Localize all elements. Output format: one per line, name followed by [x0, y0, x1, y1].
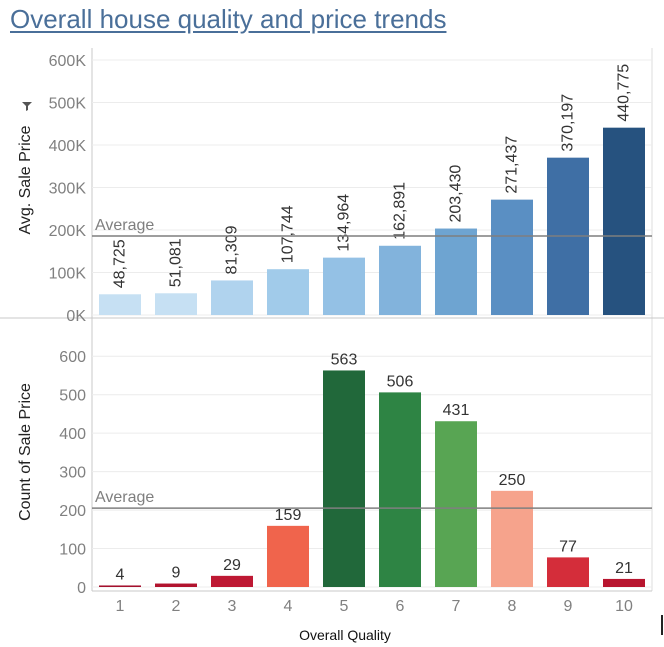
x-tick-label: 1 [116, 598, 125, 615]
bar [435, 228, 477, 315]
data-label: 134,964 [336, 194, 353, 252]
data-label: 77 [559, 538, 577, 555]
chart-title[interactable]: Overall house quality and price trends [10, 4, 447, 34]
bar [379, 392, 421, 587]
data-label: 370,197 [560, 94, 577, 152]
y-tick-label: 200 [59, 503, 86, 520]
y-tick-label: 300 [59, 465, 86, 482]
x-axis-title: Overall Quality [299, 627, 391, 643]
bar [603, 127, 645, 315]
bar [491, 199, 533, 315]
bar [211, 575, 253, 587]
y-tick-label: 500K [49, 96, 87, 113]
y-axis-title: Count of Sale Price [17, 383, 34, 521]
x-tick-label: 6 [396, 598, 405, 615]
data-label: 107,744 [280, 205, 297, 263]
bar [267, 269, 309, 315]
data-label: 159 [275, 507, 302, 524]
bar [267, 525, 309, 587]
y-tick-label: 0K [66, 308, 86, 325]
data-label: 4 [116, 566, 125, 583]
x-tick-label: 10 [615, 598, 633, 615]
data-label: 29 [223, 557, 241, 574]
data-label: 506 [387, 373, 414, 390]
data-label: 440,775 [616, 64, 633, 122]
data-label: 9 [172, 565, 181, 582]
bar [491, 490, 533, 587]
data-label: 51,081 [168, 238, 185, 287]
y-tick-label: 500 [59, 388, 86, 405]
data-label: 21 [615, 560, 633, 577]
bar [155, 293, 197, 315]
y-tick-label: 0 [77, 580, 86, 597]
x-tick-label: 9 [564, 598, 573, 615]
bar [547, 557, 589, 587]
bar [603, 578, 645, 587]
data-label: 563 [331, 351, 358, 368]
x-tick-label: 8 [508, 598, 517, 615]
data-label: 162,891 [392, 182, 409, 240]
x-tick-label: 5 [340, 598, 349, 615]
y-tick-label: 600 [59, 349, 86, 366]
y-tick-label: 200K [49, 223, 87, 240]
filter-icon [22, 102, 32, 111]
data-label: 271,437 [504, 136, 521, 194]
x-tick-label: 3 [228, 598, 237, 615]
y-tick-label: 400 [59, 426, 86, 443]
bar [155, 583, 197, 587]
bar [435, 421, 477, 587]
y-tick-label: 300K [49, 181, 87, 198]
y-axis-title: Avg. Sale Price [17, 125, 34, 234]
bar [323, 370, 365, 587]
bar [379, 245, 421, 315]
x-tick-label: 2 [172, 598, 181, 615]
data-label: 81,309 [224, 225, 241, 274]
bar [99, 294, 141, 315]
bar [99, 585, 141, 587]
reference-line-label: Average [95, 489, 154, 506]
y-tick-label: 100K [49, 266, 87, 283]
x-tick-label: 7 [452, 598, 461, 615]
data-label: 48,725 [112, 239, 129, 288]
data-label: 431 [443, 402, 470, 419]
y-tick-label: 100 [59, 542, 86, 559]
reference-line-label: Average [95, 217, 154, 234]
bar [211, 280, 253, 315]
data-label: 203,430 [448, 165, 465, 223]
y-tick-label: 600K [49, 53, 87, 70]
y-tick-label: 400K [49, 138, 87, 155]
x-tick-label: 4 [284, 598, 293, 615]
data-label: 250 [499, 472, 526, 489]
bar [323, 257, 365, 315]
